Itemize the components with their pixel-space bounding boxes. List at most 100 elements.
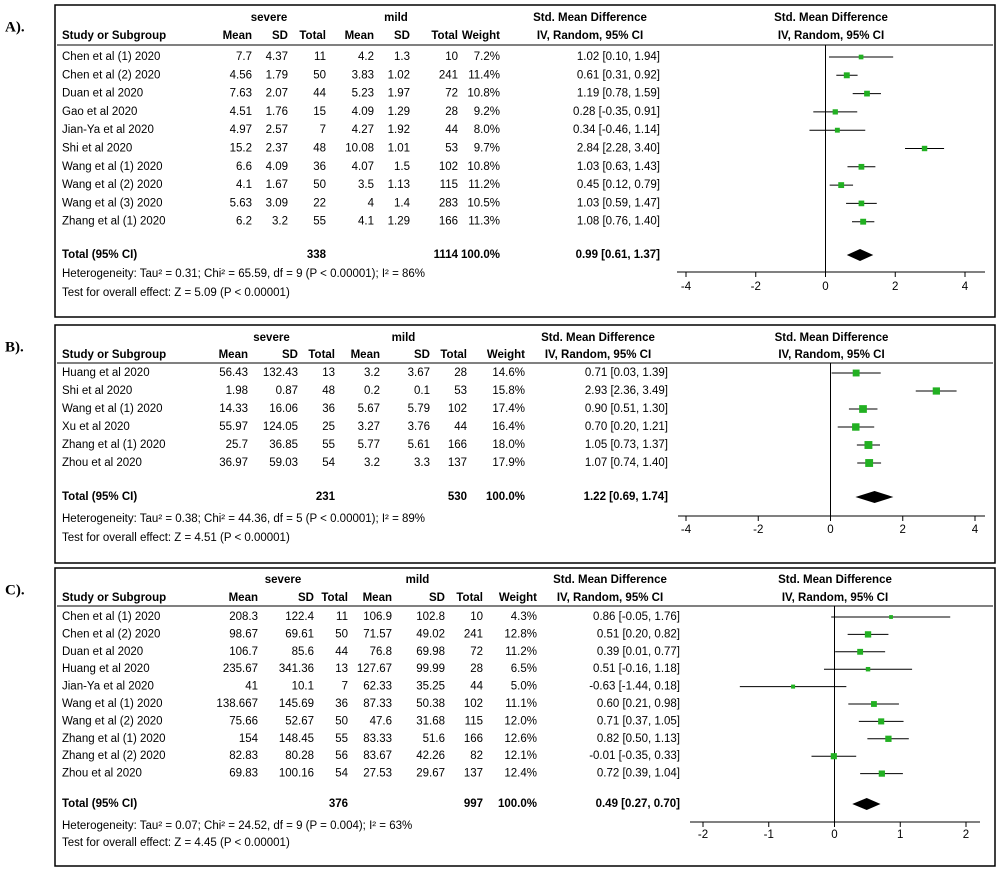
table-cell: 5.63 <box>230 197 252 209</box>
table-cell: 1.67 <box>266 179 288 191</box>
ci-cell: 0.28 [-0.35, 0.91] <box>573 106 660 118</box>
table-cell: 4 <box>368 197 375 209</box>
effect-subheader: IV, Random, 95% CI <box>537 30 643 42</box>
table-cell: 0.2 <box>364 385 380 397</box>
panel-label: B). <box>5 339 24 355</box>
effect-marker <box>858 200 865 207</box>
table-cell: 50.38 <box>416 698 445 710</box>
panel-frame <box>54 567 996 867</box>
table-cell: 5.67 <box>358 403 380 415</box>
ci-cell: 0.72 [0.39, 1.04] <box>597 768 680 780</box>
plot-header: Std. Mean Difference <box>774 12 888 24</box>
table-cell: 7.7 <box>236 51 252 63</box>
table-cell: 99.99 <box>416 663 445 675</box>
total-ci: 0.49 [0.27, 0.70] <box>596 798 681 810</box>
weight-cell: 10.8% <box>467 161 500 173</box>
table-cell: 1.76 <box>266 106 288 118</box>
table-cell: 100.16 <box>279 768 314 780</box>
table-cell: 4.07 <box>352 161 374 173</box>
table-cell: 35.25 <box>416 681 445 693</box>
table-cell: 241 <box>464 628 483 640</box>
table-cell: 10.1 <box>292 681 314 693</box>
panel-label: C). <box>5 582 25 598</box>
group-header: mild <box>384 12 408 24</box>
column-header: Mean <box>345 30 374 42</box>
table-cell: 10 <box>470 611 483 623</box>
study-name: Chen et al (2) 2020 <box>62 628 160 640</box>
column-header: SD <box>298 592 314 604</box>
x-tick-label: 1 <box>897 829 903 841</box>
table-cell: 44 <box>454 421 467 433</box>
table-cell: 3.3 <box>414 457 430 469</box>
table-cell: 3.2 <box>272 216 288 228</box>
table-cell: 1.92 <box>388 124 410 136</box>
table-cell: 28 <box>470 663 483 675</box>
effect-marker <box>859 405 867 413</box>
study-name: Zhang et al (2) 2020 <box>62 750 166 762</box>
weight-cell: 16.4% <box>492 421 525 433</box>
table-cell: 52.67 <box>285 715 314 727</box>
table-cell: 82 <box>470 750 483 762</box>
study-name: Huang et al 2020 <box>62 663 150 675</box>
total-label: Total (95% CI) <box>62 491 137 503</box>
table-cell: 4.97 <box>230 124 252 136</box>
weight-cell: 9.2% <box>474 106 500 118</box>
table-cell: 2.07 <box>266 88 288 100</box>
table-cell: 55.97 <box>219 421 248 433</box>
effect-marker <box>834 127 840 133</box>
study-name: Wang et al (2) 2020 <box>62 715 163 727</box>
effect-marker <box>843 72 850 79</box>
total-cell: 376 <box>329 798 348 810</box>
effect-marker <box>865 459 874 467</box>
table-cell: 1.29 <box>388 106 410 118</box>
effect-marker <box>921 145 928 152</box>
total-weight: 100.0% <box>498 798 537 810</box>
ci-cell: 0.86 [-0.05, 1.76] <box>593 611 680 623</box>
x-tick-label: 4 <box>972 524 979 536</box>
ci-cell: 0.61 [0.31, 0.92] <box>577 69 660 81</box>
table-cell: 53 <box>445 143 458 155</box>
ci-cell: 1.08 [0.76, 1.40] <box>577 216 660 228</box>
study-name: Huang et al 2020 <box>62 367 150 379</box>
group-header: severe <box>265 574 301 586</box>
table-cell: 50 <box>335 628 348 640</box>
effect-marker <box>860 218 867 225</box>
table-cell: 1.13 <box>388 179 410 191</box>
table-cell: 36 <box>313 161 326 173</box>
effect-marker <box>865 666 871 672</box>
table-cell: 235.67 <box>223 663 258 675</box>
table-cell: 98.67 <box>229 628 258 640</box>
panel-frame <box>54 324 996 564</box>
table-cell: 53 <box>454 385 467 397</box>
table-cell: 138.667 <box>216 698 258 710</box>
study-name: Zhang et al (1) 2020 <box>62 733 166 745</box>
table-cell: 36 <box>335 698 348 710</box>
plot-header: Std. Mean Difference <box>778 574 892 586</box>
total-ci: 1.22 [0.69, 1.74] <box>584 491 669 503</box>
effect-marker <box>932 387 940 395</box>
table-cell: 15 <box>313 106 326 118</box>
study-name: Wang et al (2) 2020 <box>62 179 163 191</box>
table-cell: 50 <box>313 69 326 81</box>
effect-marker <box>838 182 845 189</box>
ci-cell: 0.39 [0.01, 0.77] <box>597 646 680 658</box>
group-header: severe <box>251 12 287 24</box>
column-header: SD <box>394 30 410 42</box>
study-name: Wang et al (1) 2020 <box>62 161 163 173</box>
effect-marker <box>885 735 892 742</box>
weight-cell: 12.0% <box>504 715 537 727</box>
total-cell: 530 <box>448 491 467 503</box>
table-cell: 56.43 <box>219 367 248 379</box>
total-cell: 231 <box>316 491 336 503</box>
table-cell: 166 <box>439 216 458 228</box>
table-cell: 7 <box>320 124 326 136</box>
table-cell: 137 <box>464 768 483 780</box>
ci-cell: 0.34 [-0.46, 1.14] <box>573 124 660 136</box>
x-tick-label: 2 <box>892 281 898 293</box>
weight-cell: 9.7% <box>474 143 500 155</box>
table-cell: 283 <box>439 197 458 209</box>
table-cell: 72 <box>470 646 483 658</box>
table-cell: 69.83 <box>229 768 258 780</box>
table-cell: 83.33 <box>363 733 392 745</box>
effect-marker <box>889 615 893 619</box>
